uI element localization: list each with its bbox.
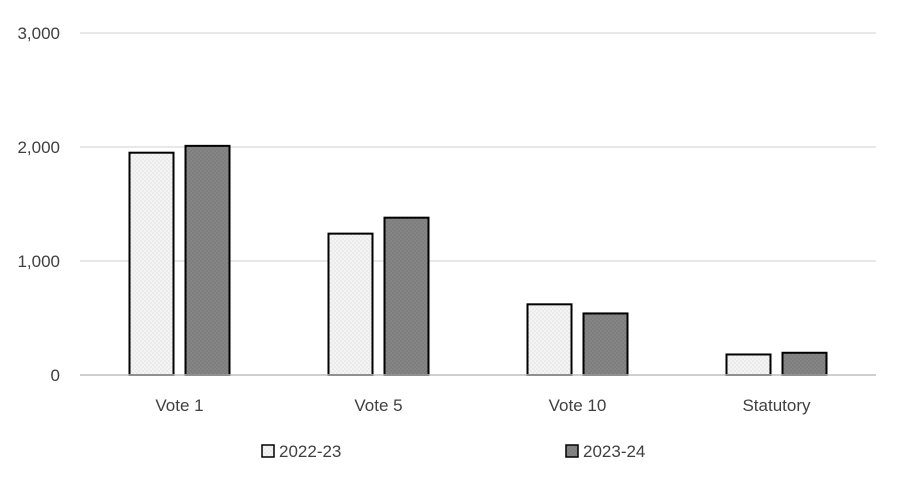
legend-swatch <box>261 444 275 458</box>
x-tick-label: Statutory <box>742 396 811 415</box>
legend: 2022-23 2023-24 <box>261 442 645 461</box>
y-tick-label: 3,000 <box>17 24 60 43</box>
bar-2023-24-vote-1 <box>184 144 231 376</box>
legend-label: 2022-23 <box>279 442 341 461</box>
x-tick-label: Vote 10 <box>549 396 607 415</box>
bar-2023-24-vote-10 <box>582 312 629 377</box>
legend-swatch <box>565 444 579 458</box>
x-tick-label: Vote 1 <box>155 396 203 415</box>
bar-2023-24-statutory <box>781 351 828 376</box>
bar-2022-23-vote-1 <box>128 151 175 376</box>
bar-2023-24-vote-5 <box>383 216 430 376</box>
y-axis-tick-labels: 0 1,000 2,000 3,000 <box>17 24 60 385</box>
bar-2022-23-vote-10 <box>526 303 573 377</box>
x-tick-label: Vote 5 <box>354 396 402 415</box>
bar-2022-23-vote-5 <box>327 232 374 376</box>
bar-2022-23-statutory <box>725 353 772 377</box>
x-axis-tick-labels: Vote 1 Vote 5 Vote 10 Statutory <box>155 396 811 415</box>
legend-label: 2023-24 <box>583 442 645 461</box>
y-tick-label: 2,000 <box>17 138 60 157</box>
y-tick-label: 1,000 <box>17 252 60 271</box>
y-tick-label: 0 <box>51 366 60 385</box>
bars <box>128 144 828 377</box>
